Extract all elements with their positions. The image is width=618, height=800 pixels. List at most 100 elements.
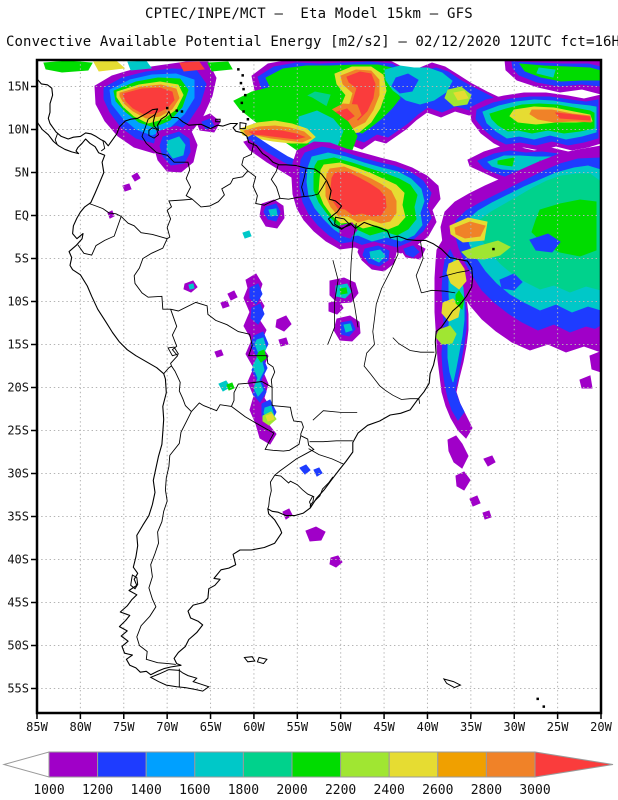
state-border (375, 236, 399, 305)
cape-region (207, 61, 233, 72)
country-border (192, 170, 249, 208)
lat-label: 25S (7, 424, 29, 438)
cape-region (122, 183, 132, 192)
cape-region (278, 337, 289, 347)
state-border (312, 410, 358, 421)
country-border (163, 365, 172, 374)
small-island-dot (242, 87, 245, 91)
cape-region (268, 208, 278, 217)
country-border (136, 411, 192, 665)
coastline (37, 78, 474, 676)
lat-label: 55S (7, 682, 29, 696)
cape-region (214, 349, 224, 358)
state-border (421, 289, 456, 294)
cape-region (497, 157, 515, 167)
lon-label: 70W (156, 720, 178, 734)
small-island-dot (240, 101, 244, 105)
cape-region (248, 129, 306, 140)
small-island-dot (237, 68, 240, 71)
cape-region (226, 382, 235, 391)
island-outline (149, 669, 210, 692)
island-outline (243, 656, 256, 663)
colorbar-segment (485, 751, 536, 778)
colorbar-segment (97, 751, 147, 778)
lon-label: 30W (503, 720, 525, 734)
state-border (309, 440, 353, 443)
country-border (279, 196, 305, 200)
colorbar-segment (388, 751, 439, 778)
cape-region (536, 67, 556, 78)
state-border (308, 448, 344, 465)
country-border (241, 142, 255, 172)
cape-region (249, 283, 263, 305)
colorbar-value: 2600 (422, 783, 453, 798)
cape-region (275, 315, 292, 332)
lat-label: 5N (15, 166, 29, 180)
country-border (267, 474, 276, 509)
lat-label: 10N (7, 123, 29, 137)
cape-region (265, 413, 275, 422)
cape-region (329, 555, 343, 568)
state-border (384, 389, 421, 404)
country-border (230, 381, 273, 407)
cape-region (447, 435, 469, 469)
lat-label: 20S (7, 381, 29, 395)
country-border (247, 170, 281, 206)
cape-region (282, 508, 293, 520)
cape-region (127, 60, 152, 71)
lon-label: 35W (460, 720, 482, 734)
cape-region (131, 172, 141, 182)
cape-region (403, 245, 420, 258)
cape-region (220, 300, 230, 309)
cape-region (227, 290, 238, 301)
lon-label: 85W (26, 720, 48, 734)
small-island-dot (165, 106, 169, 110)
lat-label: 15N (7, 80, 29, 94)
lat-label: 30S (7, 467, 29, 481)
cape-region (166, 136, 186, 159)
cape-region (554, 112, 591, 121)
small-island-dot (239, 81, 243, 85)
cape-region (589, 351, 601, 373)
country-border (271, 387, 304, 436)
colorbar-segment (145, 751, 196, 778)
lon-label: 80W (70, 720, 92, 734)
island-outline (334, 216, 352, 229)
colorbar-value: 1600 (179, 783, 210, 798)
country-border (301, 169, 307, 197)
cape-region (242, 230, 252, 239)
cape-region (43, 60, 93, 73)
cape-region (107, 210, 115, 219)
colorbar-value: 2000 (276, 783, 307, 798)
country-border (54, 132, 59, 145)
small-island-dot (244, 93, 247, 97)
cape-region (384, 65, 453, 105)
country-border (274, 474, 315, 508)
country-border (170, 309, 179, 367)
country-border (231, 406, 275, 434)
cape-region (454, 221, 486, 239)
cape-region (453, 90, 469, 101)
lat-label: 5S (15, 252, 29, 266)
state-border (439, 270, 470, 278)
cape-field (43, 60, 601, 568)
small-island-dot (175, 109, 178, 112)
island-outline (256, 656, 268, 665)
colorbar-above-arrow (534, 751, 614, 778)
lat-label: 40S (7, 553, 29, 567)
lon-label: 20W (590, 720, 612, 734)
country-border (141, 113, 193, 200)
state-border (372, 304, 377, 345)
page-title: CPTEC/INPE/MCT — Eta Model 15km — GFS (145, 6, 473, 22)
country-border (274, 435, 315, 476)
colorbar-segment (437, 751, 487, 778)
small-island-dot (542, 705, 546, 708)
small-island-dot (246, 117, 250, 121)
axes: 15N 10N 5N EQ 5S 10S 15S 20S 25S 30S 35S 40S 45S 50S 5… (7, 80, 612, 735)
country-border (120, 216, 168, 240)
country-border (170, 301, 276, 388)
colorbar-value: 1800 (228, 783, 259, 798)
colorbar-value: 1400 (131, 783, 162, 798)
colorbar: 1000 1200 1400 1600 1800 2000 2200 2400 2600 2800… (2, 751, 614, 798)
